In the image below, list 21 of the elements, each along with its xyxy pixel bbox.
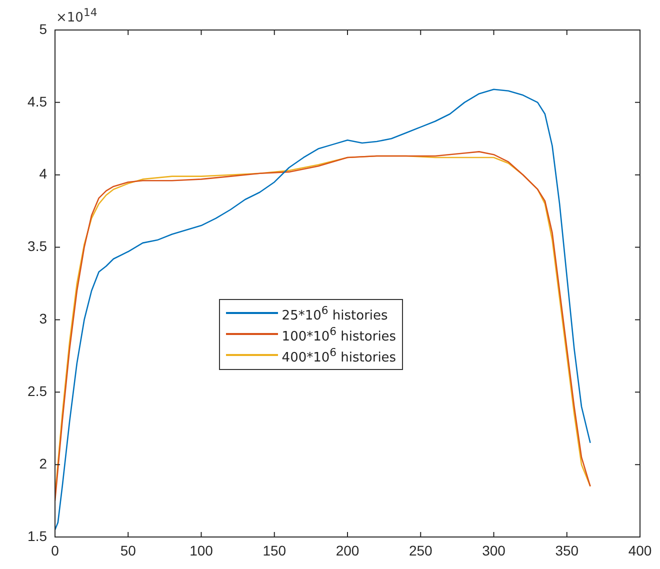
x-tick-label: 200 [336,542,360,558]
x-tick-label: 50 [120,542,136,558]
x-tick-label: 400 [628,542,652,558]
y-tick-label: 1.5 [28,528,48,544]
x-tick-label: 250 [408,542,433,558]
x-tick-label: 350 [555,542,579,558]
x-tick-label: 100 [190,542,214,558]
y-tick-label: 5 [39,20,48,37]
y-tick-label: 2.5 [28,383,48,399]
y-tick-label: 3.5 [28,238,48,254]
y-tick-label: 4.5 [28,93,48,110]
x-tick-label: 300 [482,542,506,558]
x-tick-label: 0 [51,542,60,558]
x-tick-label: 150 [262,542,286,558]
legend-label: 25*10$^{6}$ histories [282,304,388,323]
y-tick-label: 2 [39,455,48,472]
text: ×10$^{14}$ [56,6,98,26]
legend-label: 400*10$^{6}$ histories [282,346,396,365]
y-tick-label: 4 [39,166,48,182]
y-tick-label: 3 [39,310,48,327]
legend-label: 100*10$^{6}$ histories [282,324,396,344]
